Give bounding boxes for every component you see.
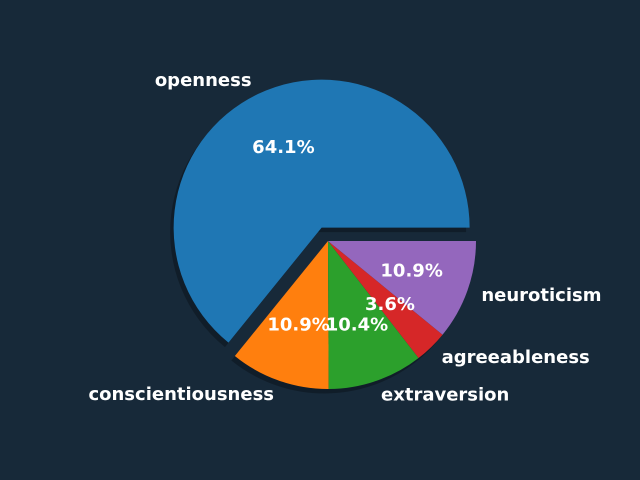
slice-agreeableness (328, 241, 443, 359)
slice-neuroticism (328, 241, 476, 335)
slice-openness (173, 79, 470, 343)
slice-labels: 64.1% openness 10.9% conscientiousness 10.4%… (88, 70, 601, 405)
slice-conscientiousness (234, 241, 329, 389)
pct-label-neuroticism: 10.9% (380, 260, 442, 281)
slice-label-conscientiousness: conscientiousness (88, 384, 274, 405)
slice-label-agreeableness: agreeableness (442, 347, 590, 368)
slice-extraversion (328, 241, 419, 389)
pct-label-extraversion: 10.4% (326, 314, 388, 335)
slice-label-extraversion: extraversion (381, 384, 509, 405)
slice-label-openness: openness (155, 70, 252, 91)
pie-slices (173, 79, 476, 389)
slice-label-neuroticism: neuroticism (481, 285, 601, 306)
pct-label-agreeableness: 3.6% (365, 294, 415, 315)
pct-label-conscientiousness: 10.9% (267, 314, 329, 335)
pct-label-openness: 64.1% (252, 137, 314, 158)
